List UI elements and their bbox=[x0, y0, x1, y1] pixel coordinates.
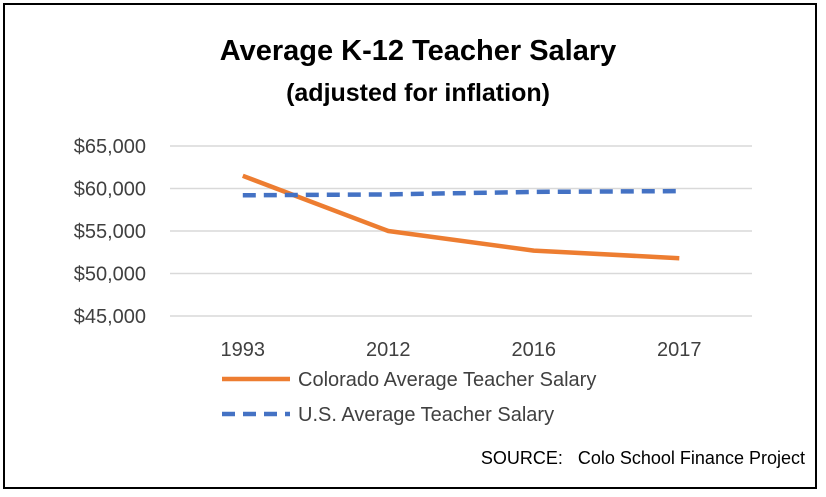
y-axis-tick-labels: $65,000 $60,000 $55,000 $50,000 $45,000 bbox=[74, 136, 146, 328]
x-tick-label: 1993 bbox=[221, 339, 266, 361]
series-line-us bbox=[242, 188, 680, 198]
y-tick-label: $45,000 bbox=[74, 306, 146, 328]
x-tick-label: 2016 bbox=[512, 339, 557, 361]
x-tick-label: 2012 bbox=[366, 339, 411, 361]
y-tick-label: $60,000 bbox=[74, 179, 146, 201]
chart-subtitle: (adjusted for inflation) bbox=[286, 79, 550, 107]
gridlines bbox=[170, 145, 752, 317]
y-tick-label: $50,000 bbox=[74, 264, 146, 286]
source-note: SOURCE: Colo School Finance Project bbox=[481, 448, 805, 468]
series-lines bbox=[242, 173, 680, 261]
y-tick-label: $65,000 bbox=[74, 136, 146, 158]
chart-frame bbox=[3, 3, 817, 489]
legend-label: U.S. Average Teacher Salary bbox=[298, 404, 554, 426]
legend-label: Colorado Average Teacher Salary bbox=[298, 369, 596, 391]
y-tick-label: $55,000 bbox=[74, 221, 146, 243]
x-tick-label: 2017 bbox=[657, 339, 702, 361]
series-line-colorado bbox=[242, 173, 680, 261]
legend: Colorado Average Teacher Salary U.S. Aver… bbox=[222, 369, 596, 426]
x-axis-tick-labels: 1993 2012 2016 2017 bbox=[221, 339, 702, 361]
chart-title: Average K-12 Teacher Salary bbox=[220, 35, 617, 67]
